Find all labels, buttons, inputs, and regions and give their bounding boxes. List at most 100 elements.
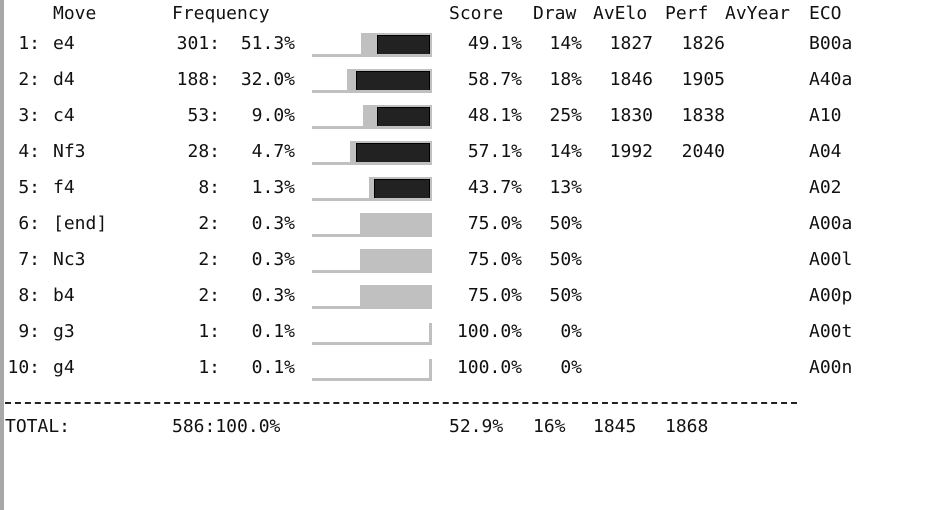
- draw-cell: 14%: [549, 33, 582, 54]
- header-frequency[interactable]: Frequency: [172, 3, 270, 24]
- score-bar: [312, 249, 432, 273]
- score-bar-baseline: [312, 234, 432, 237]
- score-cell: 100.0%: [456, 357, 522, 378]
- count-cell: 53:: [187, 105, 220, 126]
- perf-cell: 2040: [681, 141, 725, 162]
- percent-cell: 0.1%: [251, 321, 295, 342]
- count-cell: 2:: [198, 249, 220, 270]
- draw-cell: 18%: [549, 69, 582, 90]
- move-cell: b4: [53, 285, 75, 306]
- score-bar: [312, 357, 432, 381]
- window-left-border: [0, 0, 4, 510]
- avelo-cell: 1846: [609, 69, 653, 90]
- percent-cell: 9.0%: [251, 105, 295, 126]
- score-cell: 58.7%: [467, 69, 522, 90]
- header-avelo[interactable]: AvElo: [593, 3, 648, 24]
- win-bar-fill: [377, 35, 430, 55]
- score-cell: 49.1%: [467, 33, 522, 54]
- row-index: 5:: [18, 177, 40, 198]
- header-draw[interactable]: Draw: [533, 3, 577, 24]
- count-cell: 2:: [198, 285, 220, 306]
- win-bar-fill: [356, 71, 430, 91]
- perf-cell: 1826: [681, 33, 725, 54]
- score-bar-fill: [360, 249, 432, 271]
- move-cell: Nc3: [53, 249, 86, 270]
- score-cell: 57.1%: [467, 141, 522, 162]
- perf-cell: 1905: [681, 69, 725, 90]
- total-draw: 16%: [533, 416, 566, 437]
- move-cell: g3: [53, 321, 75, 342]
- header-avyear[interactable]: AvYear: [725, 3, 791, 24]
- total-label: TOTAL:: [5, 416, 71, 437]
- score-cell: 75.0%: [467, 213, 522, 234]
- percent-cell: 0.3%: [251, 249, 295, 270]
- score-cell: 100.0%: [456, 321, 522, 342]
- score-bar-baseline: [312, 378, 432, 381]
- score-bar-baseline: [312, 54, 432, 57]
- draw-cell: 0%: [560, 321, 582, 342]
- move-cell: c4: [53, 105, 75, 126]
- draw-cell: 14%: [549, 141, 582, 162]
- eco-cell: A00n: [809, 357, 853, 378]
- count-cell: 1:: [198, 321, 220, 342]
- score-bar: [312, 105, 432, 129]
- score-bar-baseline: [312, 342, 432, 345]
- score-bar-fill: [360, 285, 432, 307]
- score-cell: 75.0%: [467, 285, 522, 306]
- row-index: 6:: [18, 213, 40, 234]
- draw-cell: 0%: [560, 357, 582, 378]
- eco-cell: A04: [809, 141, 842, 162]
- draw-cell: 25%: [549, 105, 582, 126]
- score-bar-baseline: [312, 270, 432, 273]
- eco-cell: A00a: [809, 213, 853, 234]
- avelo-cell: 1992: [609, 141, 653, 162]
- eco-cell: A00l: [809, 249, 853, 270]
- draw-cell: 50%: [549, 249, 582, 270]
- move-cell: Nf3: [53, 141, 86, 162]
- count-cell: 188:: [176, 69, 220, 90]
- score-bar-baseline: [312, 306, 432, 309]
- avelo-cell: 1827: [609, 33, 653, 54]
- percent-cell: 0.1%: [251, 357, 295, 378]
- header-move[interactable]: Move: [53, 3, 97, 24]
- score-bar: [312, 69, 432, 93]
- score-bar-edge: [429, 359, 432, 381]
- draw-cell: 50%: [549, 285, 582, 306]
- row-index: 4:: [18, 141, 40, 162]
- percent-cell: 4.7%: [251, 141, 295, 162]
- move-cell: f4: [53, 177, 75, 198]
- row-index: 3:: [18, 105, 40, 126]
- header-perf[interactable]: Perf: [665, 3, 709, 24]
- header-score[interactable]: Score: [449, 3, 504, 24]
- eco-cell: A00p: [809, 285, 853, 306]
- score-bar-baseline: [312, 162, 432, 165]
- score-bar-baseline: [312, 90, 432, 93]
- win-bar-fill: [377, 107, 430, 127]
- score-cell: 75.0%: [467, 249, 522, 270]
- row-index: 7:: [18, 249, 40, 270]
- draw-cell: 50%: [549, 213, 582, 234]
- count-cell: 8:: [198, 177, 220, 198]
- row-index: 2:: [18, 69, 40, 90]
- eco-cell: B00a: [809, 33, 853, 54]
- percent-cell: 0.3%: [251, 213, 295, 234]
- count-cell: 28:: [187, 141, 220, 162]
- score-bar: [312, 33, 432, 57]
- win-bar-fill: [374, 179, 430, 199]
- count-cell: 1:: [198, 357, 220, 378]
- draw-cell: 13%: [549, 177, 582, 198]
- total-perf: 1868: [665, 416, 709, 437]
- count-cell: 301:: [176, 33, 220, 54]
- move-cell: [end]: [53, 213, 108, 234]
- score-bar-baseline: [312, 126, 432, 129]
- score-cell: 43.7%: [467, 177, 522, 198]
- eco-cell: A02: [809, 177, 842, 198]
- row-index: 1:: [18, 33, 40, 54]
- table-separator: [5, 402, 797, 404]
- score-bar: [312, 141, 432, 165]
- perf-cell: 1838: [681, 105, 725, 126]
- header-eco[interactable]: ECO: [809, 3, 842, 24]
- total-score: 52.9%: [449, 416, 504, 437]
- row-index: 8:: [18, 285, 40, 306]
